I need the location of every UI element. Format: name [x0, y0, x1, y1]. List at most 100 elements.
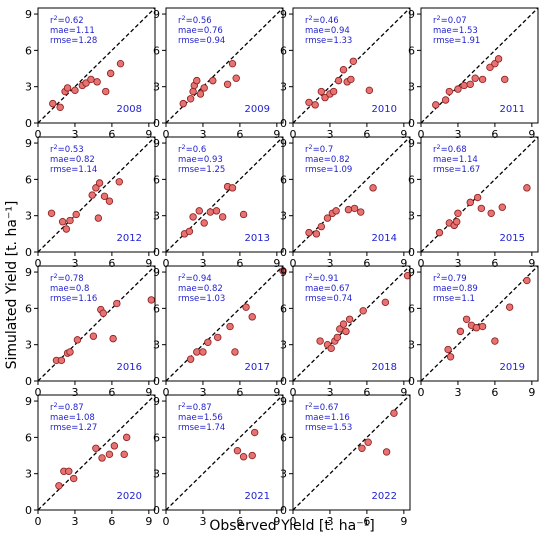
- data-point: [195, 207, 203, 215]
- x-tick-label: 6: [363, 515, 370, 528]
- y-tick-label: 6: [280, 173, 287, 186]
- mae-label: mae=1.11: [50, 26, 95, 36]
- data-point: [231, 348, 239, 356]
- data-point: [242, 303, 250, 311]
- data-point: [350, 204, 359, 213]
- data-point: [92, 184, 100, 192]
- data-point: [446, 353, 455, 361]
- data-point: [71, 86, 79, 95]
- y-tick-label: 0: [153, 375, 160, 388]
- data-point: [339, 66, 348, 74]
- data-point: [471, 74, 479, 82]
- data-point: [332, 207, 340, 215]
- data-point: [82, 79, 90, 87]
- x-tick-label: 3: [454, 128, 461, 141]
- data-point: [333, 333, 342, 342]
- data-point: [189, 213, 197, 221]
- x-tick-label: 0: [35, 257, 42, 270]
- y-tick-label: 9: [280, 137, 287, 150]
- x-tick-label: 6: [108, 386, 115, 399]
- x-tick-label: 3: [454, 257, 461, 270]
- rmse-label: rmse=1.14: [50, 165, 97, 175]
- data-point: [185, 227, 194, 236]
- x-tick-label: 0: [290, 386, 297, 399]
- y-tick-label: 9: [408, 8, 415, 21]
- data-point: [66, 216, 74, 225]
- x-tick-label: 3: [71, 515, 78, 528]
- data-point: [312, 230, 321, 238]
- x-tick-label: 9: [145, 128, 152, 141]
- x-tick-label: 3: [326, 515, 333, 528]
- data-point: [102, 87, 110, 96]
- data-point: [344, 205, 353, 214]
- data-point: [321, 93, 329, 102]
- rmse-label: rmse=0.74: [305, 294, 352, 304]
- panel-frame: [292, 136, 411, 253]
- x-tick-label: 9: [273, 257, 280, 270]
- y-tick-label: 3: [280, 339, 287, 352]
- rmse-label: rmse=1.91: [433, 36, 480, 46]
- data-point: [305, 228, 313, 237]
- data-point: [200, 219, 208, 227]
- data-point: [491, 59, 499, 68]
- panel-frame: [37, 136, 156, 253]
- y-tick-label: 0: [25, 246, 32, 259]
- year-label: 2012: [117, 233, 142, 244]
- data-point: [349, 57, 358, 65]
- x-tick-label: 9: [400, 257, 407, 270]
- year-label: 2022: [372, 491, 397, 502]
- one-to-one-line: [420, 7, 539, 124]
- data-point: [359, 307, 367, 315]
- data-point: [189, 87, 197, 96]
- data-point: [323, 214, 332, 222]
- mae-label: mae=0.93: [178, 155, 223, 165]
- x-tick-label: 0: [35, 386, 42, 399]
- y-tick-label: 3: [153, 81, 160, 94]
- data-point: [56, 103, 64, 111]
- panel-frame: [37, 394, 156, 511]
- y-tick-label: 6: [153, 44, 160, 57]
- y-tick-label: 9: [408, 137, 415, 150]
- y-tick-label: 3: [408, 81, 415, 94]
- data-point: [98, 454, 106, 462]
- r2-label: r2=0.79: [433, 272, 467, 284]
- y-tick-label: 0: [408, 117, 415, 130]
- data-point: [58, 218, 67, 226]
- data-point: [47, 209, 56, 217]
- data-point: [73, 336, 82, 344]
- x-tick-label: 0: [163, 257, 170, 270]
- data-point: [179, 99, 187, 108]
- x-tick-label: 9: [400, 386, 407, 399]
- data-point: [505, 303, 514, 311]
- y-tick-label: 6: [25, 44, 32, 57]
- y-tick-label: 6: [280, 431, 287, 444]
- x-tick-label: 3: [326, 257, 333, 270]
- y-tick-label: 0: [280, 117, 287, 130]
- data-point: [95, 179, 104, 187]
- y-tick-label: 6: [25, 173, 32, 186]
- y-tick-label: 3: [25, 210, 32, 223]
- data-point: [250, 428, 259, 437]
- y-tick-label: 9: [153, 137, 160, 150]
- y-tick-label: 9: [408, 266, 415, 279]
- data-point: [494, 55, 503, 63]
- r2-label: r2=0.91: [305, 272, 339, 284]
- mae-label: mae=0.82: [50, 155, 95, 165]
- rmse-label: rmse=1.53: [305, 423, 352, 433]
- x-tick-label: 3: [199, 128, 206, 141]
- mae-label: mae=1.56: [178, 413, 223, 423]
- x-tick-label: 3: [71, 386, 78, 399]
- data-point: [232, 74, 240, 82]
- mae-label: mae=0.82: [178, 284, 223, 294]
- y-tick-label: 9: [280, 395, 287, 408]
- data-point: [454, 85, 462, 93]
- rmse-label: rmse=0.94: [178, 36, 225, 46]
- data-point: [99, 309, 107, 317]
- data-point: [441, 96, 450, 104]
- mae-label: mae=1.14: [433, 155, 478, 165]
- year-label: 2017: [245, 362, 270, 373]
- x-tick-label: 3: [71, 128, 78, 141]
- x-tick-label: 6: [236, 257, 243, 270]
